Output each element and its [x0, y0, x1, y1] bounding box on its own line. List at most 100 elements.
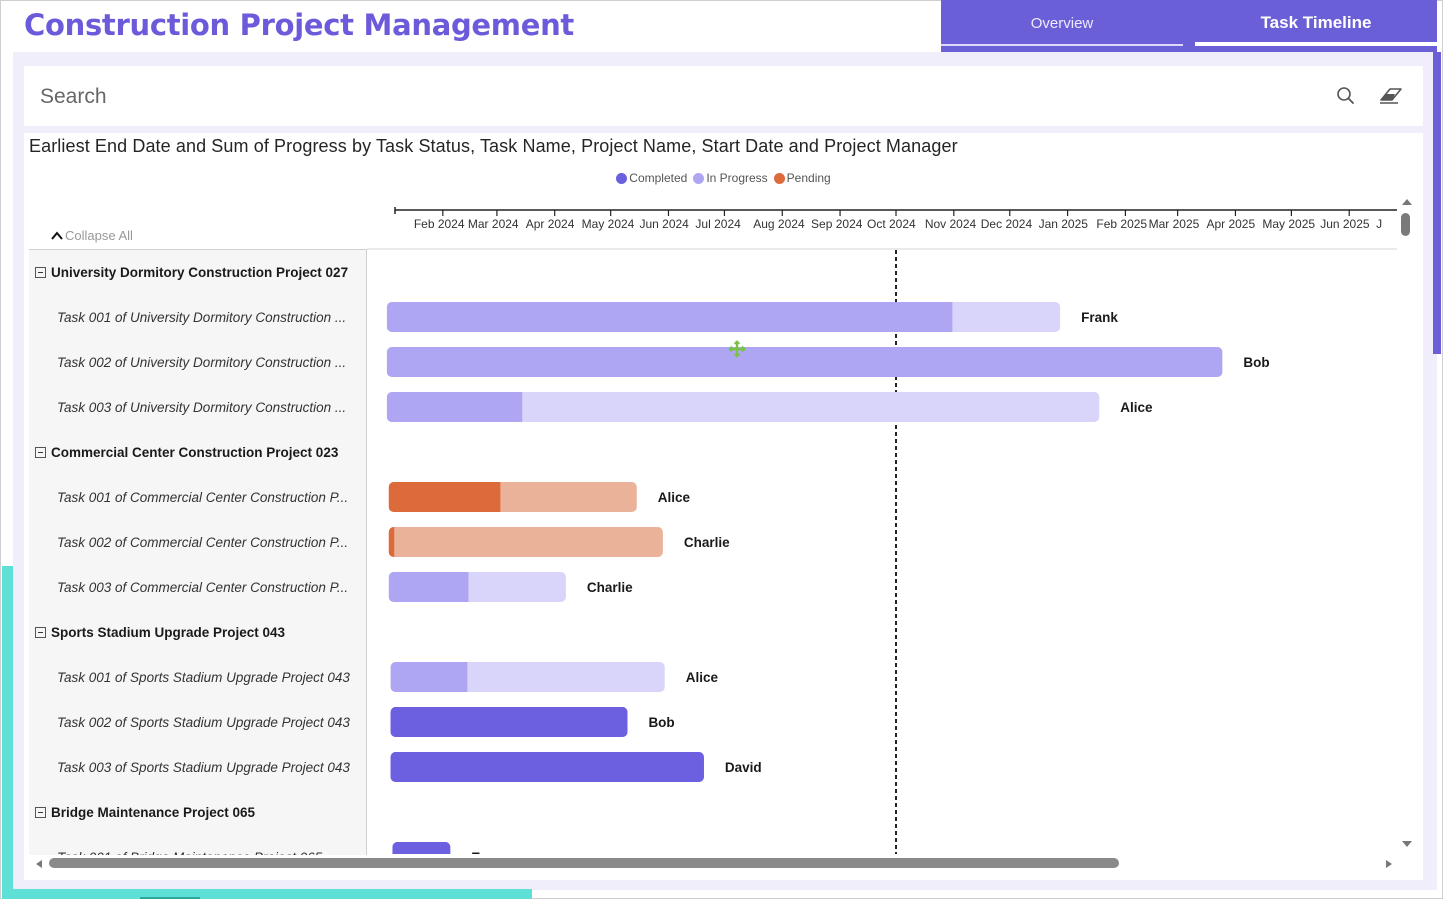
chart-panel: Earliest End Date and Sum of Progress by… — [24, 133, 1423, 880]
task-row[interactable]: Task 002 of Sports Stadium Upgrade Proje… — [29, 700, 366, 745]
task-name: Task 001 of Sports Stadium Upgrade Proje… — [57, 670, 350, 685]
project-row[interactable]: Commercial Center Construction Project 0… — [29, 430, 366, 475]
task-bar-progress — [390, 662, 468, 692]
timeline-area: Feb 2024 Mar 2024 Apr 2024 May 2024 Jun 2024… — [367, 193, 1397, 854]
chevron-up-icon — [51, 230, 63, 240]
axis-tick-label: Dec 2024 — [981, 217, 1033, 231]
legend-label-in-progress: In Progress — [706, 171, 768, 185]
task-manager-label: Alice — [658, 490, 691, 505]
search-panel — [24, 66, 1423, 126]
collapse-toggle-icon[interactable] — [35, 627, 46, 638]
task-bar[interactable]: David — [390, 752, 762, 782]
tab-task-timeline-label: Task Timeline — [1260, 13, 1372, 32]
task-bar[interactable]: Bob — [386, 347, 1270, 377]
task-manager-label: Alice — [686, 670, 719, 685]
task-bar-progress — [392, 842, 451, 854]
scroll-up-arrow-icon[interactable] — [1401, 197, 1413, 207]
legend-item-completed[interactable]: Completed — [616, 171, 687, 185]
horizontal-scrollbar — [29, 853, 1399, 873]
task-name: Task 003 of University Dormitory Constru… — [57, 400, 347, 415]
task-name: Task 003 of Commercial Center Constructi… — [57, 580, 349, 595]
task-name: Task 003 of Sports Stadium Upgrade Proje… — [57, 760, 350, 775]
legend-label-completed: Completed — [629, 171, 688, 185]
task-bar[interactable]: Charlie — [388, 572, 633, 602]
task-bar[interactable]: Charlie — [388, 527, 730, 557]
task-bar-progress — [388, 527, 395, 557]
tab-overview[interactable]: Overview — [941, 0, 1183, 46]
task-bar-track — [388, 527, 663, 557]
task-row[interactable]: Task 001 of University Dormitory Constru… — [29, 295, 366, 340]
task-row[interactable]: Task 001 of Sports Stadium Upgrade Proje… — [29, 655, 366, 700]
task-row[interactable]: Task 002 of University Dormitory Constru… — [29, 340, 366, 385]
task-name: Task 002 of University Dormitory Constru… — [57, 355, 347, 370]
move-cursor-icon — [728, 340, 746, 358]
task-row[interactable]: Task 003 of University Dormitory Constru… — [29, 385, 366, 430]
task-bar[interactable]: Alice — [386, 392, 1153, 422]
task-row[interactable]: Task 001 of Commercial Center Constructi… — [29, 475, 366, 520]
legend-item-in-progress[interactable]: In Progress — [693, 171, 768, 185]
collapse-toggle-icon[interactable] — [35, 807, 46, 818]
app-title: Construction Project Management — [24, 8, 574, 42]
task-manager-label: Eve — [471, 850, 496, 854]
axis-tick-label: Feb 2025 — [1096, 217, 1147, 231]
collapse-toggle-icon[interactable] — [35, 267, 46, 278]
axis-tick-label: Mar 2024 — [468, 217, 519, 231]
task-name: Task 002 of Sports Stadium Upgrade Proje… — [57, 715, 350, 730]
task-name: Task 001 of University Dormitory Constru… — [57, 310, 347, 325]
tab-task-timeline-underline — [1195, 42, 1437, 46]
project-name: Sports Stadium Upgrade Project 043 — [51, 625, 286, 640]
task-bar-progress — [388, 482, 501, 512]
task-manager-label: Bob — [1243, 355, 1269, 370]
project-row[interactable]: University Dormitory Construction Projec… — [29, 250, 366, 295]
task-bar-progress — [386, 347, 1223, 377]
task-manager-label: Charlie — [587, 580, 633, 595]
task-bar[interactable]: Eve — [392, 842, 496, 854]
task-bar-progress — [386, 392, 523, 422]
task-row[interactable]: Task 003 of Sports Stadium Upgrade Proje… — [29, 745, 366, 790]
tab-task-timeline[interactable]: Task Timeline — [1195, 0, 1437, 46]
search-icon[interactable] — [1333, 84, 1359, 108]
axis-tick-label: Aug 2024 — [753, 217, 805, 231]
axis-tick-label: Apr 2025 — [1206, 217, 1255, 231]
task-manager-label: Bob — [648, 715, 674, 730]
task-row[interactable]: Task 002 of Commercial Center Constructi… — [29, 520, 366, 565]
task-bar-progress — [388, 572, 469, 602]
decorative-teal-bar-bottom — [2, 889, 532, 899]
legend-item-pending[interactable]: Pending — [773, 171, 831, 185]
scroll-left-arrow-icon[interactable] — [35, 859, 43, 869]
decorative-teal-line — [140, 897, 200, 899]
legend-dot-pending — [773, 172, 785, 184]
task-bar[interactable]: Alice — [388, 482, 691, 512]
axis-tick-label: Jan 2025 — [1039, 217, 1089, 231]
scroll-down-arrow-icon[interactable] — [1401, 839, 1413, 849]
project-row[interactable]: Bridge Maintenance Project 065 — [29, 790, 366, 835]
project-row[interactable]: Sports Stadium Upgrade Project 043 — [29, 610, 366, 655]
timeline-chart: Feb 2024 Mar 2024 Apr 2024 May 2024 Jun 2024… — [367, 207, 1397, 854]
vertical-scrollbar-thumb[interactable] — [1401, 213, 1410, 236]
search-input[interactable] — [38, 80, 1242, 114]
task-bar-track — [386, 392, 1100, 422]
task-bar[interactable]: Bob — [390, 707, 675, 737]
task-bar[interactable]: Frank — [386, 302, 1119, 332]
horizontal-scrollbar-thumb[interactable] — [49, 858, 1119, 868]
axis-tick-label: Apr 2024 — [526, 217, 575, 231]
task-manager-label: Alice — [1120, 400, 1153, 415]
chart-legend: Completed In Progress Pending — [24, 171, 1423, 185]
axis-tick-label: Mar 2025 — [1149, 217, 1200, 231]
axis-tick-label: Jun 2024 — [639, 217, 689, 231]
eraser-icon[interactable] — [1378, 84, 1404, 108]
scroll-right-arrow-icon[interactable] — [1385, 859, 1393, 869]
page-scroll-accent — [1433, 52, 1441, 354]
task-bar[interactable]: Alice — [390, 662, 719, 692]
task-row[interactable]: Task 003 of Commercial Center Constructi… — [29, 565, 366, 610]
collapse-toggle-icon[interactable] — [35, 447, 46, 458]
task-row[interactable]: Task 001 of Bridge Maintenance Project 0… — [29, 835, 366, 855]
task-manager-label: Frank — [1081, 310, 1118, 325]
task-bar-progress — [390, 707, 628, 737]
decorative-teal-bar-left — [2, 566, 13, 899]
legend-dot-completed — [616, 172, 628, 184]
task-name: Task 002 of Commercial Center Constructi… — [57, 535, 349, 550]
project-name: Bridge Maintenance Project 065 — [51, 805, 256, 820]
collapse-all-button[interactable]: Collapse All — [50, 228, 133, 243]
